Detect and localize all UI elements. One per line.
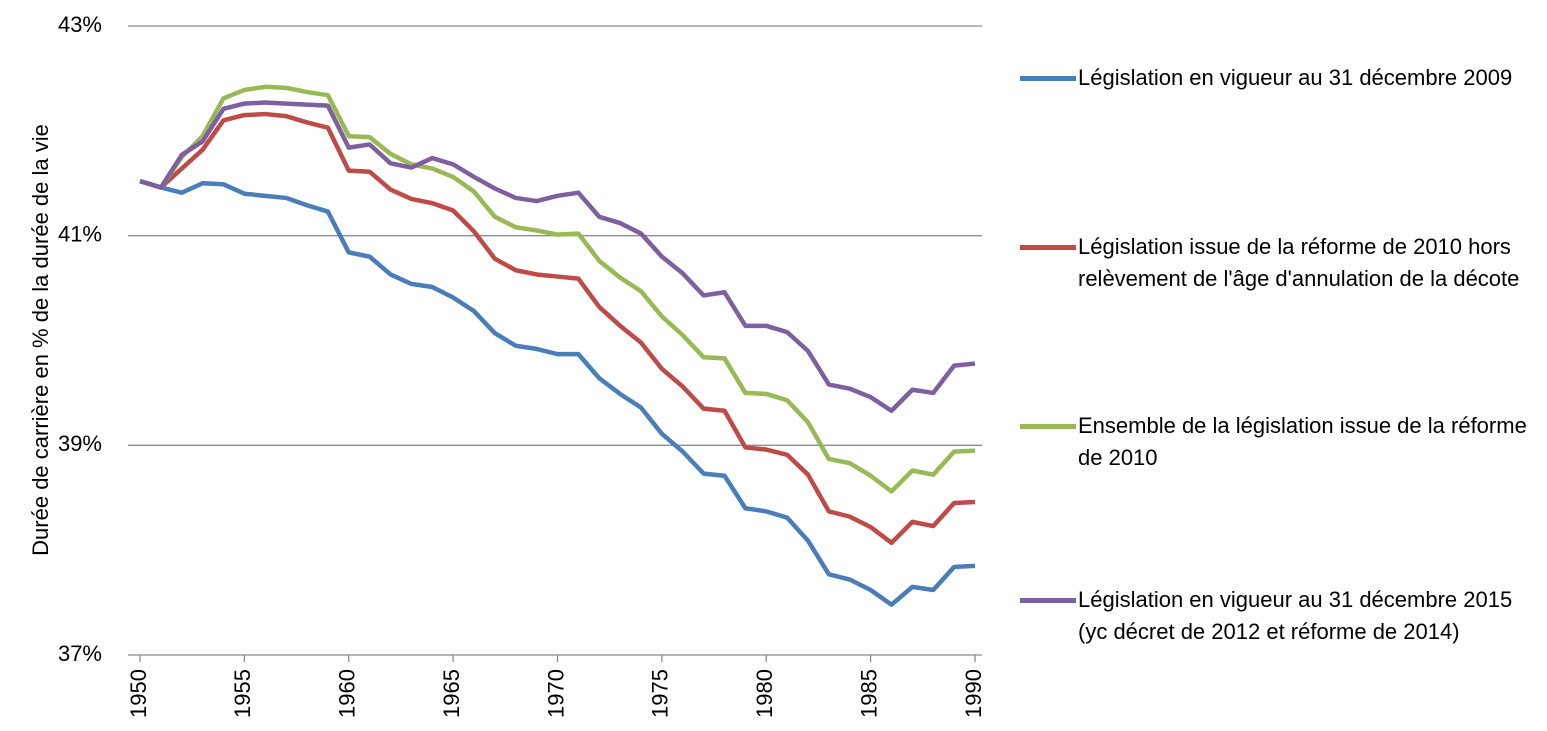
series-line (139, 178, 976, 607)
series-line (139, 111, 976, 546)
y-tick-label: 39% (58, 431, 102, 456)
y-tick-label: 37% (58, 641, 102, 666)
legend-swatch (1020, 76, 1076, 81)
x-tick-label: 1965 (439, 669, 464, 718)
legend-label: Législation en vigueur au 31 décembre 20… (1078, 65, 1513, 90)
legend-swatch (1020, 598, 1076, 603)
x-tick-label: 1980 (752, 669, 777, 718)
y-tick-label: 43% (58, 12, 102, 37)
series-line (139, 84, 976, 494)
legend-label: Législation issue de la réforme de 2010 … (1078, 234, 1520, 291)
legend-swatch (1020, 245, 1076, 250)
x-tick-label: 1955 (230, 669, 255, 718)
legend-label: Ensemble de la législation issue de la r… (1078, 413, 1527, 470)
legend-label: Législation en vigueur au 31 décembre 20… (1078, 587, 1513, 644)
x-tick-label: 1975 (648, 669, 673, 718)
y-axis-label: Durée de carrière en % de la durée de la… (28, 124, 53, 556)
x-tick-label: 1960 (335, 669, 360, 718)
x-tick-label: 1950 (126, 669, 151, 718)
series-line (139, 100, 976, 413)
x-tick-label: 1970 (543, 669, 568, 718)
legend-swatch (1020, 424, 1076, 429)
x-tick-label: 1985 (856, 669, 881, 718)
x-tick-label: 1990 (961, 669, 986, 718)
y-tick-label: 41% (58, 221, 102, 246)
